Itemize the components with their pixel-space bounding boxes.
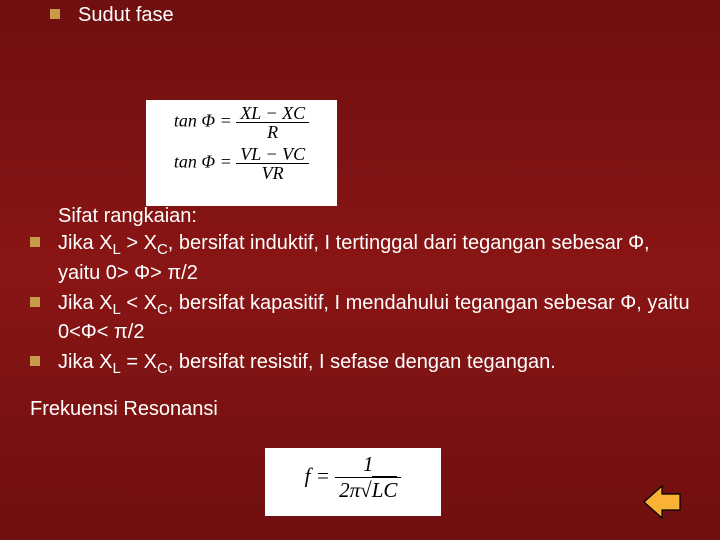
eq1-den1: R [236, 123, 309, 141]
eq2-den: 2π√LC [335, 478, 401, 503]
eq1-lhs2: tan Φ = [174, 152, 232, 172]
bullet-icon [30, 356, 40, 366]
sub-c: C [157, 360, 168, 377]
equation-resonance-frequency: f = 1 2π√LC [265, 448, 441, 516]
eq1-lhs1: tan Φ = [174, 111, 232, 131]
txt: Jika X [58, 292, 112, 314]
properties-heading: Sifat rangkaian: [58, 205, 690, 228]
properties-section: Sifat rangkaian: Jika XL > XC, bersifat … [30, 205, 690, 383]
property-resistive: Jika XL = XC, bersifat resistif, I sefas… [30, 349, 690, 379]
eq1-frac2: VL − VC VR [236, 145, 309, 182]
txt: < X [121, 292, 157, 314]
property-resistive-text: Jika XL = XC, bersifat resistif, I sefas… [58, 349, 556, 379]
eq2-lhs: f = [305, 463, 330, 487]
property-inductive: Jika XL > XC, bersifat induktif, I terti… [30, 230, 690, 286]
eq1-num1: XL − XC [236, 104, 309, 123]
eq2-num: 1 [335, 452, 401, 478]
eq1-frac1: XL − XC R [236, 104, 309, 141]
txt: = X [121, 351, 157, 373]
eq1-num2: VL − VC [236, 145, 309, 164]
property-capacitive: Jika XL < XC, bersifat kapasitif, I mend… [30, 290, 690, 346]
bullet-icon [30, 237, 40, 247]
eq2-frac: 1 2π√LC [335, 452, 401, 503]
sub-l: L [112, 241, 120, 258]
txt: , bersifat resistif, I sefase dengan teg… [168, 351, 556, 373]
property-capacitive-text: Jika XL < XC, bersifat kapasitif, I mend… [58, 290, 690, 346]
arrow-left-icon [642, 482, 682, 522]
sub-l: L [112, 301, 120, 318]
eq2-den-pre: 2π [339, 478, 360, 502]
title-text: Sudut fase [78, 2, 174, 28]
resonance-frequency-label: Frekuensi Resonansi [30, 398, 218, 421]
txt: Jika X [58, 351, 112, 373]
eq2-den-rad: LC [372, 476, 398, 502]
sub-c: C [157, 301, 168, 318]
sub-l: L [112, 360, 120, 377]
property-inductive-text: Jika XL > XC, bersifat induktif, I terti… [58, 230, 690, 286]
txt: > X [121, 232, 157, 254]
bullet-icon [50, 9, 60, 19]
eq1-den2: VR [236, 164, 309, 182]
equation-phase-angle: tan Φ = XL − XC R tan Φ = VL − VC VR [146, 100, 337, 206]
bullet-icon [30, 297, 40, 307]
back-button[interactable] [642, 482, 682, 522]
title-row: Sudut fase [30, 0, 690, 28]
sub-c: C [157, 241, 168, 258]
txt: Jika X [58, 232, 112, 254]
